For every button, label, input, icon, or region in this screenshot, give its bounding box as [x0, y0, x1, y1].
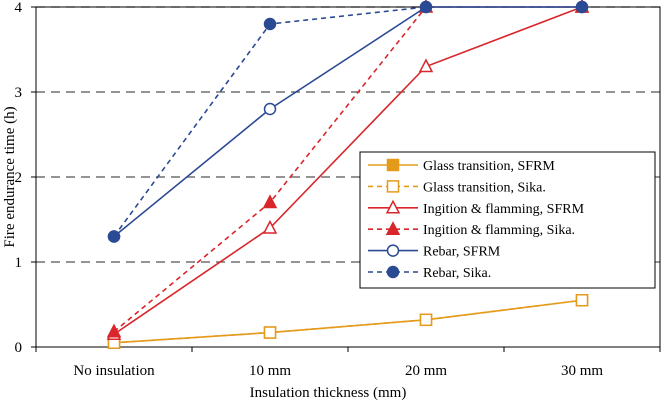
- x-tick-label: 10 mm: [249, 363, 291, 379]
- data-point: [262, 219, 278, 234]
- x-tick-label: No insulation: [73, 363, 155, 379]
- legend-label: Glass transition, Sika.: [423, 180, 546, 195]
- series-line: [113, 299, 583, 344]
- y-tick-label: 4: [15, 0, 23, 16]
- data-point: [575, 0, 589, 14]
- legend-entry: Glass transition, Sika.: [368, 180, 546, 195]
- y-tick-label: 0: [15, 340, 23, 356]
- legend-entry: Ingition & flamming, SFRM: [368, 199, 585, 217]
- y-tick-label: 1: [15, 255, 23, 271]
- legend-marker: [385, 199, 401, 214]
- legend-label: Glass transition, SFRM: [423, 159, 555, 174]
- legend-marker: [385, 221, 401, 235]
- legend-label: Rebar, SFRM: [423, 245, 501, 260]
- series-line: [113, 299, 583, 344]
- legend-box: [359, 151, 656, 289]
- legend-marker: [386, 244, 400, 257]
- y-axis-title: Fire endurance time (h): [2, 106, 18, 247]
- legend-entry: Ingition & flamming, Sika.: [368, 221, 575, 238]
- data-point: [263, 102, 277, 116]
- data-point: [418, 58, 434, 73]
- x-axis-title: Insulation thickness (mm): [250, 385, 407, 401]
- series-0: [107, 294, 589, 349]
- axis-ticks: 0 1 2 3 4 No insulation 10 mm 20 mm 30 mm: [15, 0, 661, 379]
- data-point: [263, 326, 277, 339]
- data-point: [107, 230, 121, 243]
- series-line: [113, 6, 583, 335]
- legend-label: Ingition & flamming, SFRM: [423, 202, 585, 217]
- legend-marker: [386, 180, 400, 193]
- data-point: [262, 194, 278, 209]
- series-line: [113, 6, 582, 237]
- legend: Glass transition, SFRM Glass transition, …: [359, 151, 656, 289]
- data-point: [419, 313, 433, 327]
- data-point: [106, 323, 122, 338]
- legend-entry: Rebar, SFRM: [368, 244, 501, 260]
- legend-marker: [386, 265, 400, 279]
- data-point: [575, 294, 589, 307]
- legend-marker: [386, 158, 400, 172]
- legend-label: Ingition & flamming, Sika.: [423, 223, 575, 238]
- legend-entry: Rebar, Sika.: [368, 265, 491, 281]
- series-1: [107, 294, 589, 349]
- legend-entry: Glass transition, SFRM: [368, 158, 555, 174]
- series-5: [107, 0, 589, 243]
- y-tick-label: 3: [15, 85, 23, 101]
- series-line: [113, 6, 582, 333]
- data-point: [419, 0, 433, 14]
- x-tick-label: 30 mm: [561, 363, 603, 379]
- y-tick-label: 2: [15, 170, 23, 186]
- series-lines: [106, 0, 590, 349]
- x-tick-label: 20 mm: [405, 363, 447, 379]
- data-point: [263, 17, 277, 31]
- legend-label: Rebar, Sika.: [423, 266, 491, 281]
